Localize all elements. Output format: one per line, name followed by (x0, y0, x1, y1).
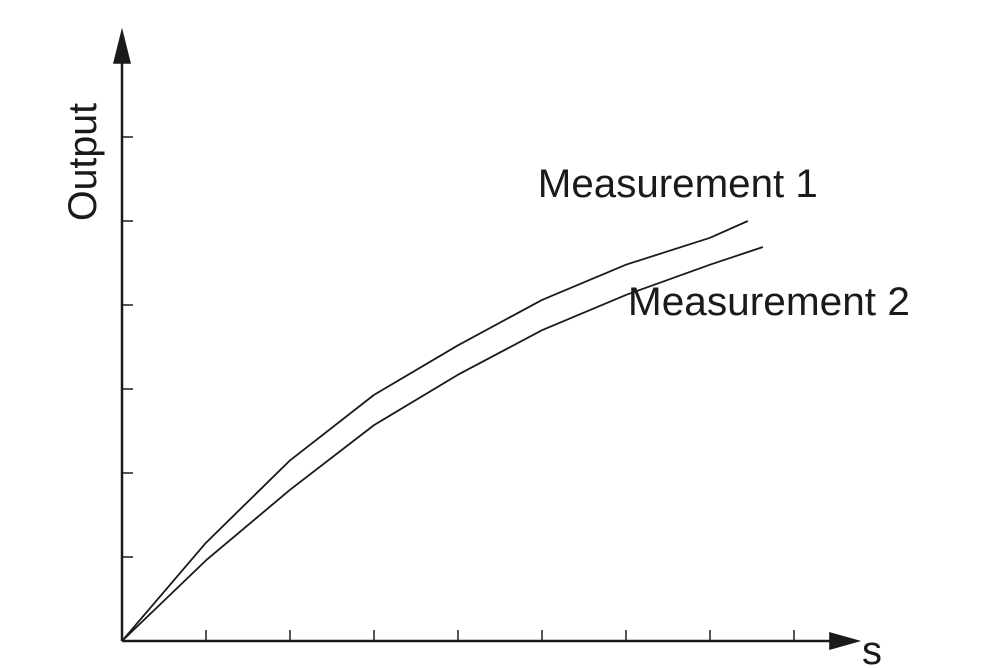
y-axis-label: Output (61, 103, 105, 221)
x-axis-label: s (862, 629, 882, 668)
x-axis-arrow (829, 632, 862, 650)
line (121, 246, 764, 642)
series-label: Measurement 2 (628, 280, 910, 324)
y-axis-arrow (113, 27, 131, 64)
line (121, 220, 749, 642)
series-label: Measurement 1 (538, 162, 818, 206)
